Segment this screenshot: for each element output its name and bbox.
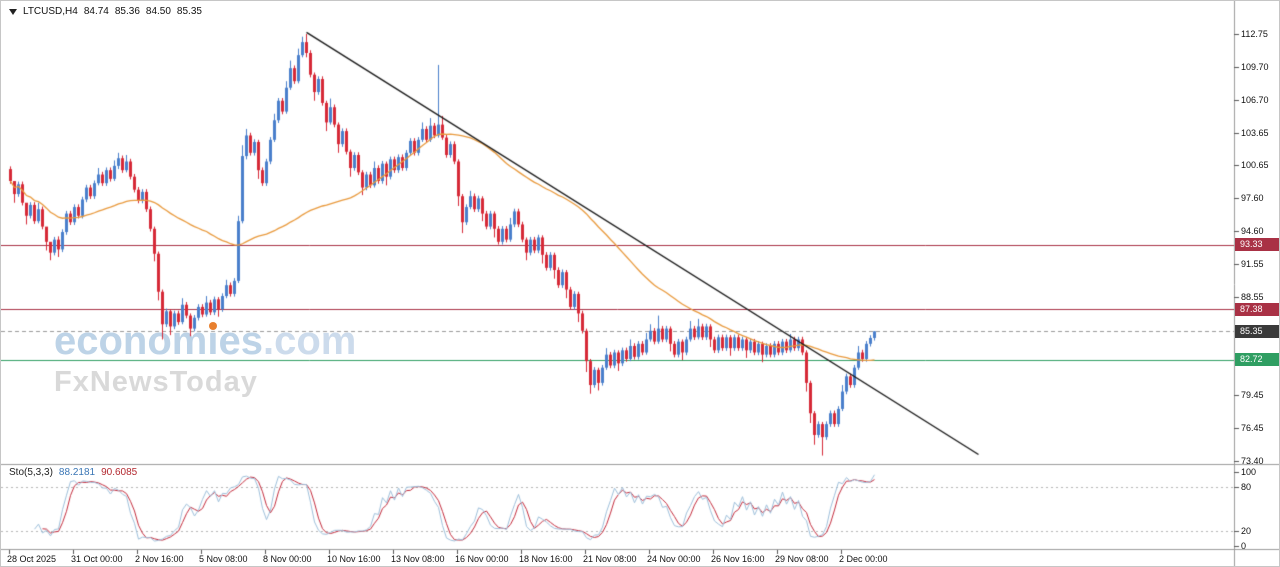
- indicator-d-value: 90.6085: [101, 467, 138, 478]
- symbol-info: LTCUSD,H4 84.74 85.36 84.50 85.35: [9, 6, 202, 17]
- symbol-name: LTCUSD,H4: [23, 6, 78, 17]
- ohlc-open: 84.74: [83, 6, 109, 17]
- indicator-k-value: 88.2181: [58, 467, 96, 478]
- ohlc-low: 84.50: [145, 6, 171, 17]
- indicator-label: Sto(5,3,3) 88.2181 90.6085: [9, 467, 137, 478]
- chart-marker-icon: [9, 8, 17, 15]
- ohlc-close: 85.35: [176, 6, 202, 17]
- ohlc-high: 85.36: [114, 6, 140, 17]
- indicator-name: Sto(5,3,3): [9, 467, 53, 478]
